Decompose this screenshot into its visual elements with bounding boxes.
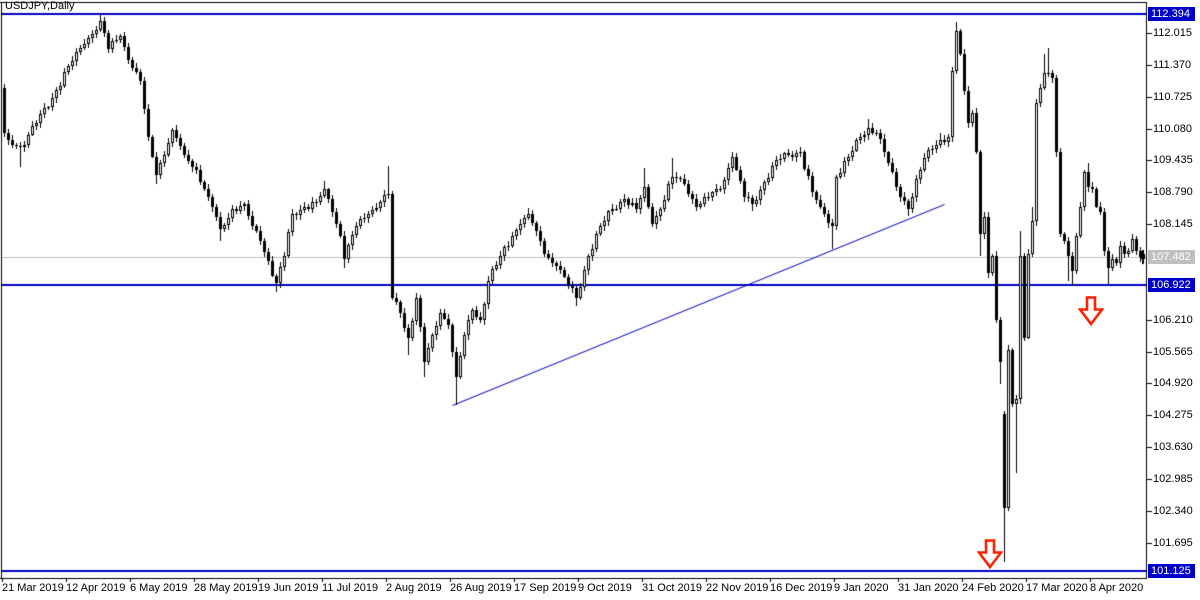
y-axis-label: 102.340 — [1153, 505, 1193, 517]
x-axis-label: 22 Nov 2019 — [706, 582, 769, 594]
x-axis-label: 31 Jan 2020 — [898, 582, 959, 594]
x-axis-label: 9 Oct 2019 — [578, 582, 632, 594]
y-axis-label: 102.985 — [1153, 473, 1193, 485]
y-axis-label: 106.210 — [1153, 314, 1193, 326]
x-axis-label: 12 Apr 2019 — [66, 582, 126, 594]
x-axis-label: 19 Jun 2019 — [258, 582, 319, 594]
x-axis-label: 2 Aug 2019 — [386, 582, 442, 594]
x-axis-label: 21 Mar 2019 — [2, 582, 64, 594]
y-axis-label: 104.275 — [1153, 409, 1193, 421]
y-axis-label: 104.920 — [1153, 377, 1193, 389]
x-axis-label: 17 Sep 2019 — [514, 582, 577, 594]
sell-arrow-icon[interactable] — [1078, 296, 1104, 326]
y-axis-label: 108.145 — [1153, 218, 1193, 230]
x-axis-label: 6 May 2019 — [130, 582, 188, 594]
y-axis-label: 112.015 — [1153, 27, 1192, 39]
x-axis-label: 9 Jan 2020 — [834, 582, 889, 594]
y-axis-label: 111.370 — [1153, 59, 1192, 71]
y-axis-label: 110.080 — [1153, 123, 1192, 135]
price-level-badge-low: 101.125 — [1148, 564, 1195, 578]
symbol-period-label: USDJPY,Daily — [5, 0, 75, 12]
y-axis-label: 108.790 — [1153, 186, 1193, 198]
y-axis-label: 109.435 — [1153, 154, 1193, 166]
x-axis-label: 26 Aug 2019 — [450, 582, 512, 594]
price-level-badge-high: 112.394 — [1148, 7, 1195, 21]
sell-arrow-icon[interactable] — [977, 539, 1003, 569]
x-axis-label: 8 Apr 2020 — [1090, 582, 1144, 594]
x-axis-label: 24 Feb 2020 — [962, 582, 1024, 594]
price-level-badge-support: 106.922 — [1148, 278, 1195, 292]
y-axis-label: 103.630 — [1153, 441, 1193, 453]
x-axis-label: 28 May 2019 — [194, 582, 258, 594]
y-axis-label: 101.695 — [1153, 537, 1193, 549]
x-axis-label: 16 Dec 2019 — [770, 582, 833, 594]
y-axis-label: 110.725 — [1153, 91, 1192, 103]
y-axis-label: 105.565 — [1153, 346, 1193, 358]
x-axis-label: 17 Mar 2020 — [1026, 582, 1088, 594]
x-axis-label: 31 Oct 2019 — [642, 582, 702, 594]
x-axis-label: 11 Jul 2019 — [322, 582, 379, 594]
current-price-badge: 107.482 — [1148, 250, 1195, 264]
